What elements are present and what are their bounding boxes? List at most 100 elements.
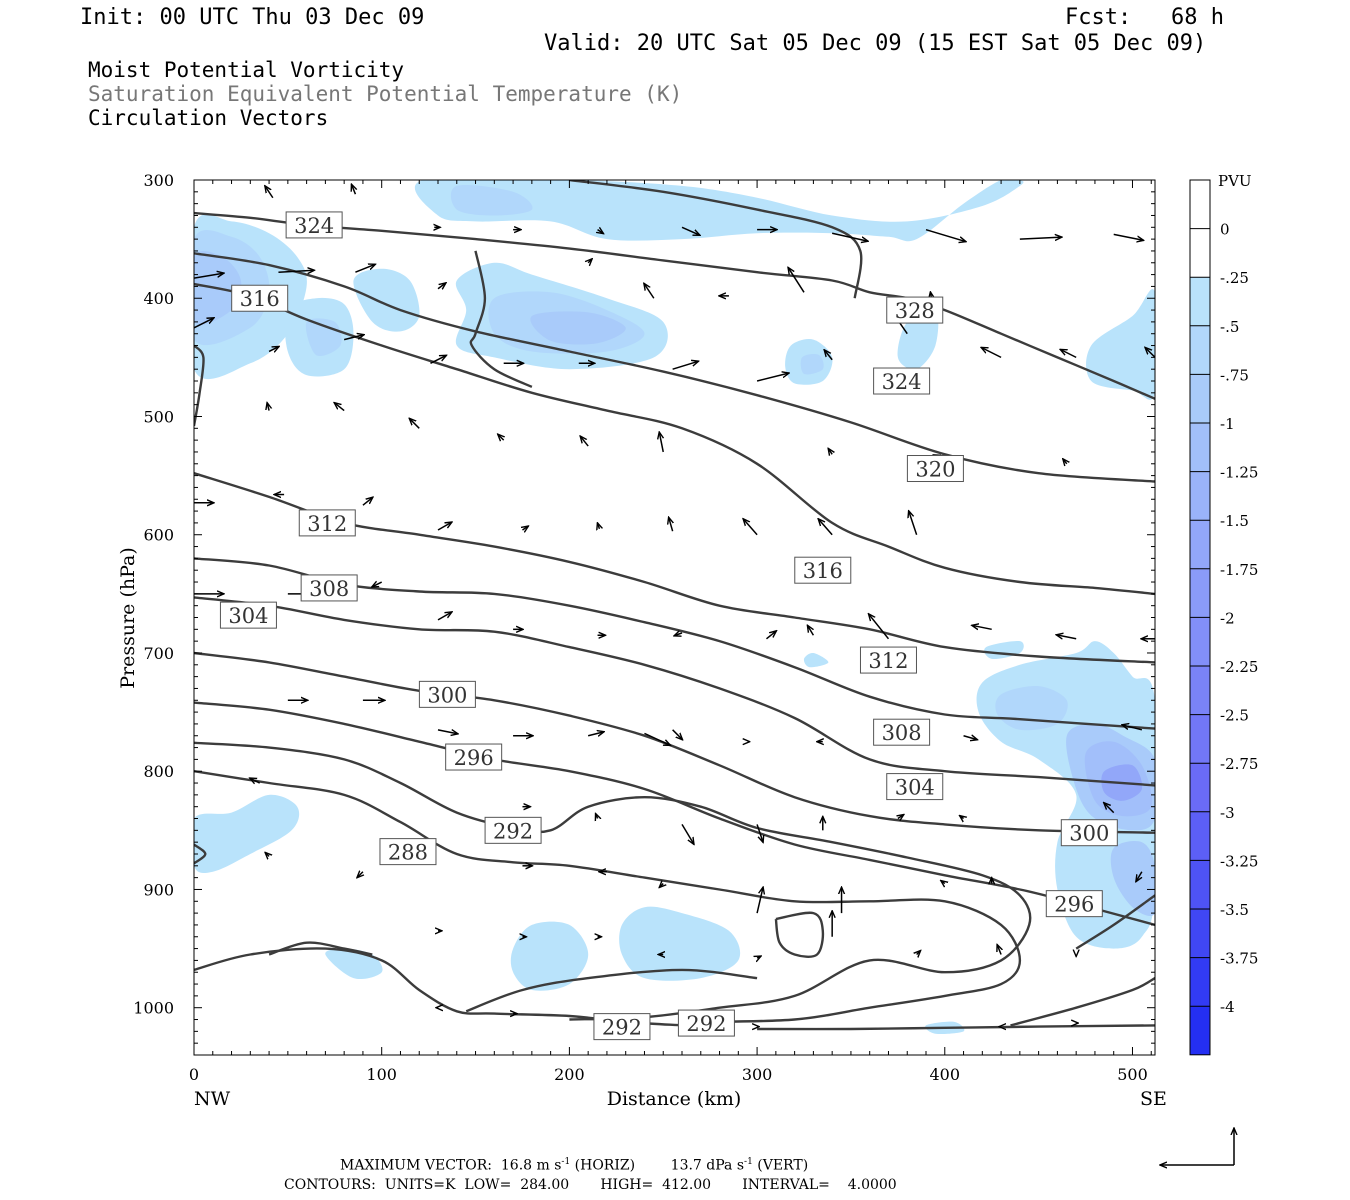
contour-line-292 — [1010, 977, 1155, 1027]
circulation-vector — [1113, 233, 1144, 240]
circulation-vector — [596, 814, 598, 819]
circulation-vector — [1056, 635, 1077, 639]
pv-region — [415, 180, 1024, 242]
x-tick-label: 200 — [554, 1065, 585, 1084]
circulation-vector — [598, 230, 604, 234]
circulation-vector — [265, 852, 269, 856]
circulation-vector — [437, 730, 458, 734]
contour-line-292 — [194, 741, 1032, 1021]
field-title-vectors: Circulation Vectors — [88, 106, 329, 130]
colorbar-swatch — [1190, 423, 1210, 472]
contour-label-text: 308 — [882, 721, 922, 745]
colorbar-swatch — [1190, 1006, 1210, 1055]
contour-label: 312 — [859, 646, 917, 674]
circulation-vector — [681, 824, 694, 844]
circulation-vector — [644, 732, 670, 745]
contour-line-316 — [194, 282, 1155, 596]
colorbar-swatch — [1190, 374, 1210, 423]
pv-region — [803, 652, 829, 668]
contour-line-328 — [569, 180, 863, 299]
y-tick-label: 700 — [143, 644, 174, 663]
circulation-vector — [917, 950, 921, 954]
y-tick-label: 500 — [143, 407, 174, 426]
circulation-vector — [580, 436, 589, 447]
field-title-mpv: Moist Potential Vorticity — [88, 58, 405, 82]
contour-labels: 324 316 328 324 320 312 316 308 304 312 300 308 296 3… — [219, 211, 1118, 1041]
colorbar-swatch — [1190, 471, 1210, 521]
valid-time: Valid: 20 UTC Sat 05 Dec 09 (15 EST Sat … — [544, 31, 1207, 56]
colorbar-swatch — [1190, 228, 1210, 278]
contour-line-296 — [1075, 894, 1155, 950]
colorbar-label: -1 — [1220, 415, 1235, 433]
contour-label-text: 320 — [915, 458, 955, 482]
colorbar-swatch — [1190, 909, 1210, 958]
colorbar-label: -1.5 — [1220, 512, 1249, 530]
contour-label: 316 — [231, 284, 289, 312]
colorbar-swatch — [1190, 568, 1210, 618]
colorbar-swatch — [1190, 617, 1210, 666]
circulation-vector — [868, 614, 890, 640]
contour-label: 296 — [445, 743, 503, 771]
colorbar-label: -3.75 — [1220, 950, 1258, 968]
pv-region — [897, 309, 939, 370]
colorbar-label: -3.5 — [1220, 901, 1249, 919]
contour-line-296 — [194, 843, 207, 865]
circulation-vector — [437, 522, 452, 531]
circulation-vector — [681, 226, 700, 235]
colorbar-label: -.5 — [1220, 318, 1239, 336]
y-tick-label: 1000 — [133, 999, 174, 1018]
contour-line-312 — [194, 472, 1155, 664]
contour-label-text: 304 — [228, 604, 268, 628]
circulation-vector — [409, 418, 420, 429]
contour-label-text: 296 — [454, 746, 494, 770]
contour-line-320 — [194, 252, 1155, 483]
contour-line-292 — [757, 1024, 1155, 1031]
circulation-vector — [522, 526, 528, 530]
circulation-vector — [278, 270, 314, 272]
pv-region — [1086, 289, 1155, 400]
pv-region — [1110, 841, 1155, 916]
contour-label-text: 328 — [895, 299, 935, 323]
colorbar-swatch — [1190, 325, 1210, 375]
pv-region — [800, 354, 824, 375]
contour-label: 304 — [886, 773, 944, 801]
max-vector-note: MAXIMUM VECTOR: 16.8 m s-1 (HORIZ) 13.7 … — [340, 1157, 809, 1174]
pv-region — [510, 921, 589, 991]
circulation-vector — [194, 273, 224, 279]
colorbar-label: -3 — [1220, 804, 1235, 822]
circulation-vector — [1019, 237, 1062, 239]
circulation-vector — [498, 434, 504, 440]
circulation-vector — [1136, 871, 1143, 882]
contour-label-text: 292 — [493, 819, 533, 843]
contour-info-note: CONTOURS: UNITS=K LOW= 284.00 HIGH= 412.… — [284, 1177, 897, 1193]
circulation-vector — [597, 523, 599, 529]
colorbar-swatch — [1190, 180, 1210, 229]
circulation-vector — [194, 318, 214, 329]
contour-label: 328 — [886, 296, 944, 324]
circulation-vector — [824, 350, 833, 361]
contour-line-324 — [194, 211, 1155, 400]
circulation-vector — [355, 264, 375, 273]
forecast-hour: Fcst: 68 h — [1065, 5, 1224, 30]
circulation-vector — [788, 267, 805, 293]
contour-line-292 — [774, 911, 825, 958]
colorbar-label: -1.75 — [1220, 561, 1258, 579]
circulation-vector — [343, 335, 364, 341]
circulation-vector — [672, 361, 699, 370]
contour-label: 300 — [418, 680, 476, 708]
y-axis-label: Pressure (hPa) — [117, 547, 139, 689]
circulation-vector — [960, 816, 964, 819]
circulation-vector — [265, 186, 274, 199]
theta-es-contours — [194, 180, 1155, 1031]
contour-label: 300 — [1060, 819, 1118, 847]
colorbar-label: -4 — [1220, 998, 1235, 1016]
colorbar-swatch — [1190, 811, 1210, 861]
colorbar-swatch — [1190, 860, 1210, 909]
y-tick-label: 800 — [143, 762, 174, 781]
pv-region — [450, 185, 533, 216]
circulation-vector — [587, 732, 604, 736]
circulation-vectors — [194, 184, 1155, 1026]
contour-label: 324 — [873, 367, 931, 395]
circulation-vector — [818, 519, 833, 536]
circulation-vector — [351, 184, 355, 195]
